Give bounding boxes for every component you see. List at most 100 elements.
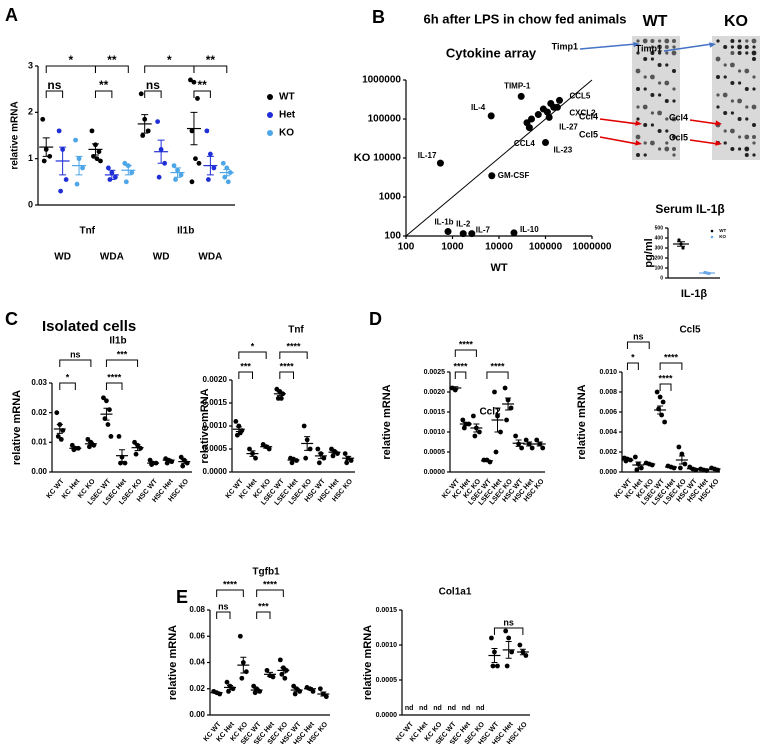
chart-title: Il1b — [109, 336, 126, 347]
data-point — [58, 436, 64, 442]
value-label: nd — [405, 705, 414, 712]
data-point — [504, 663, 510, 669]
error-bar — [657, 405, 664, 415]
significance-label: **** — [490, 361, 505, 371]
error-bar — [345, 455, 352, 461]
blot-spot — [730, 45, 735, 49]
y-tick-label: 0.08 — [189, 605, 205, 614]
error-bar — [124, 165, 132, 176]
data-point — [508, 405, 514, 411]
significance-label: ns — [633, 331, 644, 341]
error-bar — [515, 439, 522, 447]
data-point — [132, 439, 137, 445]
y-tick-label: 200 — [655, 255, 664, 261]
panel-letter: B — [372, 7, 385, 27]
y-tick-label: 0.01 — [31, 437, 47, 446]
data-point — [164, 460, 170, 466]
error-bar — [263, 444, 270, 449]
blot-spot — [664, 80, 670, 86]
value-label: nd — [462, 705, 471, 712]
y-tick-label: 500 — [655, 225, 664, 231]
error-bar — [519, 648, 526, 656]
y-tick-label: 0.0010 — [424, 429, 446, 436]
significance-label: ns — [218, 601, 229, 611]
y-tick-label: 0.06 — [189, 631, 205, 640]
point-label: IL-2 — [456, 220, 471, 229]
data-point — [225, 179, 231, 185]
data-point — [330, 453, 336, 459]
blot-image — [712, 36, 760, 160]
blot-spot — [665, 141, 669, 145]
chart-title: Col1a1 — [439, 587, 472, 598]
data-point — [555, 96, 563, 104]
blot-spot — [723, 45, 728, 49]
data-point — [523, 437, 529, 443]
legend-label: Het — [279, 110, 296, 121]
point-label: IL-7 — [476, 226, 491, 235]
blot-arrowhead — [635, 120, 642, 126]
y-axis-label: relative mRNA — [381, 384, 393, 459]
data-point — [540, 445, 546, 451]
significance-bracket — [94, 65, 129, 73]
data-point — [41, 158, 47, 164]
data-point — [253, 455, 258, 461]
data-point — [140, 133, 146, 138]
error-bar — [320, 691, 327, 697]
error-bar — [280, 667, 287, 674]
data-point — [677, 238, 681, 242]
data-point — [105, 422, 111, 427]
error-bar — [59, 146, 67, 176]
y-tick-label: 0.0015 — [376, 607, 398, 614]
blot-spot — [752, 87, 756, 91]
blot-spot — [672, 69, 676, 73]
error-bar — [249, 450, 256, 457]
significance-label: ** — [197, 78, 207, 92]
blot-spot — [738, 135, 742, 139]
significance-label: * — [68, 53, 73, 67]
panel-letter: C — [5, 309, 18, 329]
blot-spot — [635, 134, 641, 140]
error-bar — [494, 407, 501, 433]
y-axis-label: KO — [354, 152, 371, 164]
error-bar — [134, 444, 141, 452]
error-bar — [227, 684, 233, 690]
blot-spot — [751, 38, 757, 44]
blot-spot — [671, 116, 677, 122]
blot-spot — [723, 75, 727, 79]
blot-spot — [636, 153, 640, 157]
blot-spot — [672, 39, 676, 43]
data-point — [676, 444, 682, 450]
data-point — [239, 675, 245, 681]
blot-spot — [657, 129, 662, 133]
data-point — [461, 425, 467, 431]
blot-spot — [650, 93, 655, 97]
data-point — [211, 165, 217, 171]
significance-bracket — [256, 589, 284, 597]
y-tick-label: 0.0015 — [424, 409, 446, 416]
significance-bracket — [144, 90, 162, 98]
data-point — [468, 230, 476, 238]
blot-arrowhead — [715, 120, 722, 126]
data-point — [657, 394, 663, 400]
data-point — [85, 436, 91, 442]
blot-spot — [745, 105, 749, 109]
error-bar — [157, 139, 165, 164]
blot-arrowhead — [633, 41, 640, 48]
data-point — [189, 179, 195, 185]
legend-marker — [267, 94, 273, 100]
significance-label: * — [167, 53, 172, 67]
blot-spot — [658, 81, 662, 85]
data-point — [247, 446, 252, 452]
blot-spot — [752, 57, 756, 61]
significance-bracket — [105, 359, 139, 367]
data-point — [460, 417, 466, 423]
blot-spot — [650, 140, 655, 146]
significance-label: ns — [503, 617, 514, 627]
panel-heading: 6h after LPS in chow fed animals — [424, 11, 627, 26]
y-axis-label: relative mRNA — [576, 384, 588, 459]
blot-spot — [737, 98, 742, 104]
significance-label: **** — [223, 579, 238, 589]
significance-bracket — [193, 65, 228, 73]
significance-bracket — [256, 611, 271, 619]
data-point — [56, 128, 62, 134]
